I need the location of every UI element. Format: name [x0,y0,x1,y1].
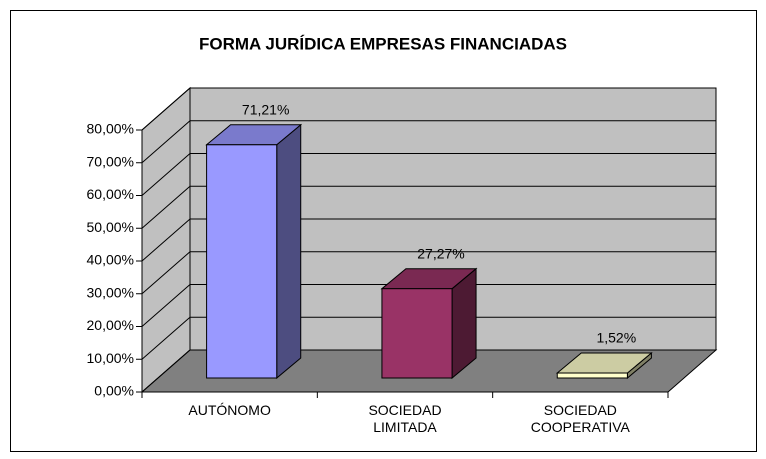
y-tick-label: 30,00% [87,284,134,300]
x-tick-label: SOCIEDAD COOPERATIVA [530,402,630,435]
grid-line [141,251,716,295]
grid-line [141,284,716,327]
grid-line [141,120,716,164]
y-tick-label: 10,00% [87,350,134,366]
bar [206,144,278,379]
bar [381,288,453,379]
grid-line [141,218,716,262]
x-tick-label: SOCIEDAD LIMITADA [368,402,442,435]
value-label: 1,52% [596,330,636,346]
chart-title: FORMA JURÍDICA EMPRESAS FINANCIADAS [199,34,567,53]
x-tick-label: AUTÓNOMO [188,402,271,418]
grid-line [141,153,716,196]
y-tick-label: 20,00% [87,317,134,333]
grid-line [141,185,716,229]
grid-line [141,349,716,393]
y-tick-label: 0,00% [94,383,134,399]
bar [556,372,628,379]
y-tick-label: 50,00% [87,219,134,235]
grid-line [141,316,716,360]
bar-side [276,123,302,380]
grid-line [141,87,716,131]
y-tick-label: 60,00% [87,186,134,202]
y-tick-label: 80,00% [87,121,134,137]
y-tick-label: 40,00% [87,252,134,268]
value-label: 27,27% [417,245,464,261]
value-label: 71,21% [242,101,289,117]
y-tick-label: 70,00% [87,153,134,169]
